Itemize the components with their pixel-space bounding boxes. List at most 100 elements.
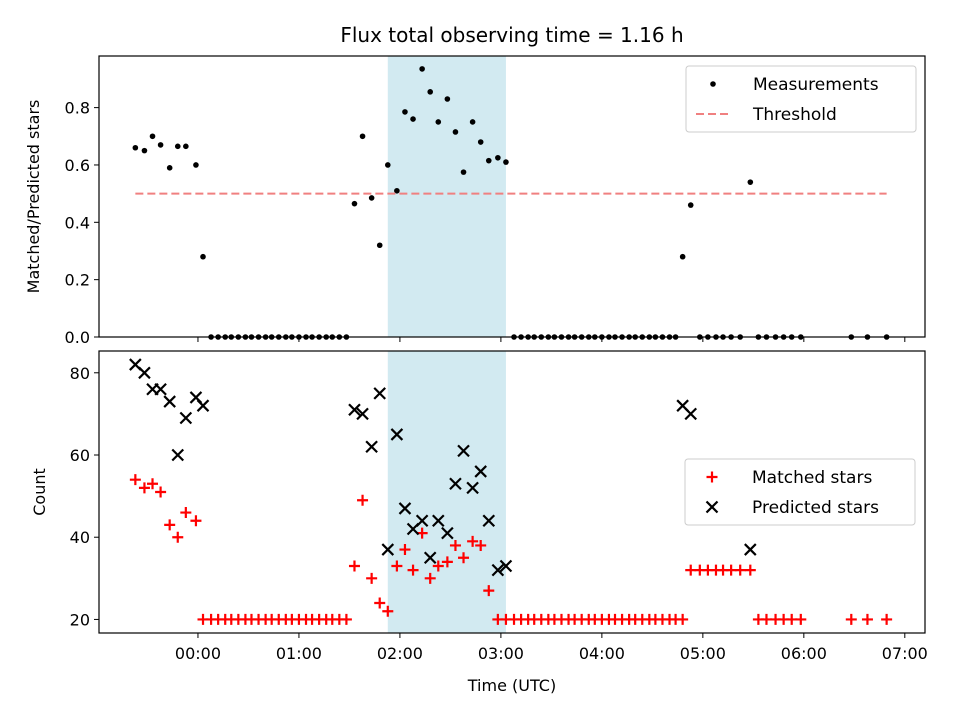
x-tick-label: 05:00: [680, 644, 726, 663]
matched-point: [382, 605, 394, 617]
predicted-point: [196, 399, 210, 412]
data-point: [394, 187, 400, 194]
matched-point: [734, 564, 746, 576]
matched-point: [366, 572, 378, 584]
predicted-point: [171, 448, 185, 462]
data-point: [410, 116, 416, 122]
series-matched-stars: [129, 474, 893, 625]
predicted-point: [684, 407, 698, 421]
data-point: [427, 89, 434, 95]
axes-frame: [98, 350, 926, 634]
y-tick-label: 20: [70, 610, 90, 629]
data-point: [200, 253, 206, 260]
x-tick-label: 07:00: [882, 644, 928, 663]
data-point: [132, 144, 139, 151]
predicted-point: [744, 543, 757, 556]
matched-point: [180, 507, 192, 519]
x-tick-label: 03:00: [478, 644, 524, 663]
predicted-point: [499, 559, 513, 573]
y-tick-label: 0.2: [65, 271, 90, 290]
legend-box: [685, 65, 917, 133]
data-point: [157, 142, 164, 148]
data-point: [495, 154, 501, 161]
legend-label: Matched stars: [752, 468, 872, 488]
data-point: [503, 159, 509, 165]
matched-point: [845, 613, 857, 625]
data-point: [460, 169, 467, 175]
matched-point: [467, 535, 479, 547]
data-point: [687, 202, 694, 208]
data-point: [141, 147, 148, 154]
legend-label: Measurements: [753, 75, 879, 95]
bottom-y-axis-label: Count: [30, 468, 49, 516]
top-panel: 0.0 0.2 0.4 0.6 0.8 Measurements Threshold: [65, 55, 926, 347]
data-point: [166, 165, 173, 171]
predicted-point: [398, 502, 412, 515]
x-tick-label: 01:00: [276, 644, 322, 663]
matched-point: [744, 564, 756, 576]
data-point: [485, 157, 492, 164]
matched-point: [441, 556, 453, 568]
data-point: [149, 133, 156, 140]
matched-point: [483, 585, 495, 597]
legend-box: [684, 458, 916, 526]
data-point: [351, 200, 358, 207]
data-point: [174, 143, 181, 150]
matched-point: [795, 613, 807, 625]
y-tick-label: 0.6: [65, 156, 90, 175]
y-tick-label: 60: [70, 446, 90, 465]
y-tick-label: 0.4: [65, 213, 90, 232]
matched-point: [399, 544, 411, 556]
predicted-point: [356, 407, 369, 421]
predicted-point: [365, 440, 378, 454]
matched-point: [432, 560, 444, 572]
matched-point: [391, 560, 403, 572]
predicted-point: [466, 481, 479, 495]
predicted-point: [457, 444, 470, 458]
matched-point: [155, 486, 167, 498]
data-point: [679, 253, 686, 260]
data-point: [452, 129, 459, 135]
series-predicted-stars: [129, 358, 757, 577]
matched-point: [449, 539, 461, 551]
data-point: [747, 179, 754, 185]
predicted-point: [179, 411, 193, 425]
data-point: [368, 195, 375, 201]
highlight-span: [387, 56, 506, 337]
predicted-point: [163, 395, 176, 408]
matched-point: [424, 572, 436, 584]
predicted-point: [390, 428, 404, 441]
matched-point: [172, 531, 184, 543]
matched-point: [348, 560, 360, 572]
legend-label: Threshold: [752, 105, 837, 125]
legend-swatch: [706, 471, 718, 483]
legend-swatch: [705, 500, 719, 514]
data-point: [419, 66, 425, 72]
predicted-point: [474, 465, 487, 478]
y-tick-label: 80: [70, 364, 90, 383]
data-point: [477, 139, 484, 145]
matched-point: [861, 613, 873, 625]
predicted-point: [154, 382, 167, 396]
predicted-point: [415, 514, 429, 528]
predicted-point: [138, 366, 151, 380]
matched-point: [374, 597, 386, 609]
chart-title: Flux total observing time = 1.16 h: [340, 23, 683, 47]
predicted-point: [449, 477, 462, 491]
x-tick-label: 04:00: [579, 644, 625, 663]
predicted-point: [432, 514, 445, 528]
data-point: [183, 143, 189, 150]
axes-frame: [98, 55, 926, 338]
matched-point: [190, 515, 202, 527]
y-tick-label: 40: [70, 528, 90, 547]
predicted-point: [482, 514, 496, 528]
predicted-point: [491, 563, 505, 577]
data-point: [402, 109, 408, 115]
highlight-span: [387, 351, 506, 633]
top-y-axis-label: Matched/Predicted stars: [24, 100, 43, 294]
x-axis-label: Time (UTC): [467, 676, 556, 695]
data-point: [469, 119, 476, 125]
y-tick-label: 0.0: [65, 328, 90, 347]
predicted-point: [373, 387, 386, 400]
